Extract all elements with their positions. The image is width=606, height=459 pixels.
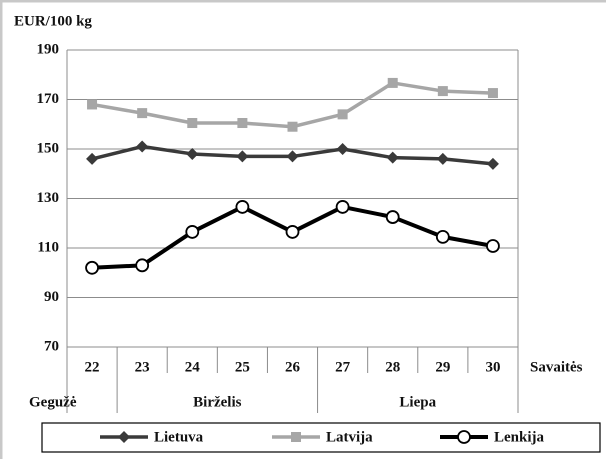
y-tick-label: 170	[37, 91, 60, 107]
y-axis-label: EUR/100 kg	[14, 13, 92, 29]
data-point	[185, 225, 200, 239]
data-point	[235, 200, 250, 214]
legend-label: Lietuva	[154, 429, 204, 445]
data-point	[187, 118, 198, 129]
data-point	[285, 225, 300, 239]
group-label: Birželis	[193, 394, 241, 410]
data-point	[486, 239, 500, 253]
data-point	[286, 150, 299, 163]
data-point	[437, 86, 448, 97]
legend-marker	[457, 430, 471, 444]
x-tick-label: 29	[435, 359, 450, 375]
x-tick-label: 22	[85, 359, 100, 375]
x-tick-label: 27	[335, 359, 351, 375]
data-point	[335, 200, 350, 214]
group-label: Gegužė	[29, 394, 77, 410]
x-tick-label: 23	[135, 359, 150, 375]
data-point	[435, 229, 450, 244]
data-point	[386, 151, 399, 164]
data-point	[436, 152, 449, 165]
legend-label: Latvija	[326, 429, 373, 445]
data-point	[236, 150, 249, 163]
y-tick-label: 130	[37, 190, 60, 206]
y-tick-label: 190	[37, 41, 60, 57]
x-tick-label: 25	[235, 359, 250, 375]
data-point	[385, 210, 400, 224]
x-tick-label: 24	[185, 359, 201, 375]
data-point	[487, 88, 498, 99]
data-point	[237, 118, 248, 129]
y-tick-label: 110	[37, 239, 59, 255]
data-point	[186, 147, 199, 160]
data-point	[486, 157, 499, 170]
legend-marker	[118, 431, 130, 443]
data-point	[287, 121, 298, 132]
data-point	[86, 152, 99, 165]
x-axis-label: Savaitės	[530, 359, 583, 375]
data-point	[135, 258, 150, 273]
data-point	[85, 260, 99, 275]
data-point	[387, 77, 398, 88]
legend-label: Lenkija	[494, 429, 545, 445]
data-point	[87, 99, 98, 110]
x-tick-label: 28	[385, 359, 400, 375]
data-point	[136, 140, 149, 153]
x-tick-label: 30	[485, 359, 500, 375]
y-tick-label: 90	[44, 289, 59, 305]
legend-box	[41, 422, 601, 453]
y-tick-label: 150	[37, 140, 60, 156]
data-point	[337, 109, 348, 120]
data-point	[336, 143, 349, 155]
y-tick-label: 70	[44, 338, 59, 354]
data-point	[137, 108, 148, 119]
x-tick-label: 26	[285, 359, 301, 375]
legend-marker	[291, 432, 301, 442]
group-label: Liepa	[399, 394, 436, 410]
